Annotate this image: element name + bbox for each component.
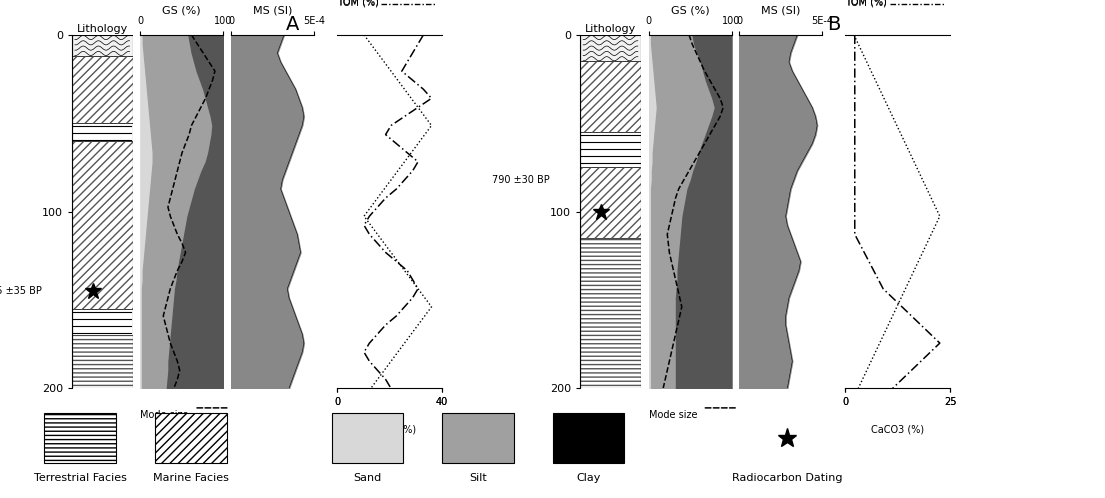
- Text: Sand: Sand: [354, 473, 381, 483]
- Text: Radiocarbon Dating: Radiocarbon Dating: [732, 473, 843, 483]
- Bar: [580, 132, 641, 167]
- Bar: [44, 413, 116, 463]
- Bar: [72, 309, 133, 336]
- Text: B: B: [828, 15, 841, 34]
- Text: Mode size: Mode size: [140, 410, 189, 420]
- Bar: [72, 35, 133, 56]
- X-axis label: GS (%): GS (%): [671, 5, 709, 15]
- Text: TOM (%): TOM (%): [337, 0, 379, 6]
- Bar: [72, 123, 133, 141]
- Bar: [72, 56, 133, 123]
- Text: TOM (%): TOM (%): [845, 0, 887, 7]
- X-axis label: MS (SI): MS (SI): [253, 5, 292, 15]
- Bar: [580, 35, 641, 61]
- X-axis label: CaCO3 (%): CaCO3 (%): [362, 424, 417, 434]
- Bar: [580, 61, 641, 132]
- Bar: [552, 413, 624, 463]
- Bar: [72, 141, 133, 309]
- X-axis label: GS (%): GS (%): [162, 5, 201, 15]
- Bar: [72, 56, 133, 123]
- Bar: [580, 238, 641, 388]
- Bar: [72, 336, 133, 388]
- Text: Marine Facies: Marine Facies: [152, 473, 229, 483]
- Bar: [580, 61, 641, 132]
- Bar: [442, 413, 514, 463]
- Bar: [155, 413, 227, 463]
- Text: A: A: [286, 15, 299, 34]
- Text: Clay: Clay: [576, 473, 601, 483]
- Bar: [580, 238, 641, 388]
- X-axis label: MS (SI): MS (SI): [761, 5, 800, 15]
- Text: 665 ±35 BP: 665 ±35 BP: [0, 286, 42, 296]
- X-axis label: CaCO3 (%): CaCO3 (%): [871, 424, 925, 434]
- Text: 790 ±30 BP: 790 ±30 BP: [492, 175, 550, 185]
- Text: TOM (%): TOM (%): [337, 0, 379, 7]
- Bar: [72, 336, 133, 388]
- Bar: [580, 167, 641, 238]
- Bar: [332, 413, 403, 463]
- Text: Silt: Silt: [469, 473, 487, 483]
- X-axis label: Lithology: Lithology: [76, 24, 128, 34]
- X-axis label: Lithology: Lithology: [585, 24, 636, 34]
- Bar: [72, 141, 133, 309]
- Bar: [580, 167, 641, 238]
- Text: Terrestrial Facies: Terrestrial Facies: [33, 473, 127, 483]
- Text: Mode size: Mode size: [649, 410, 697, 420]
- Text: TOM (%): TOM (%): [845, 0, 887, 6]
